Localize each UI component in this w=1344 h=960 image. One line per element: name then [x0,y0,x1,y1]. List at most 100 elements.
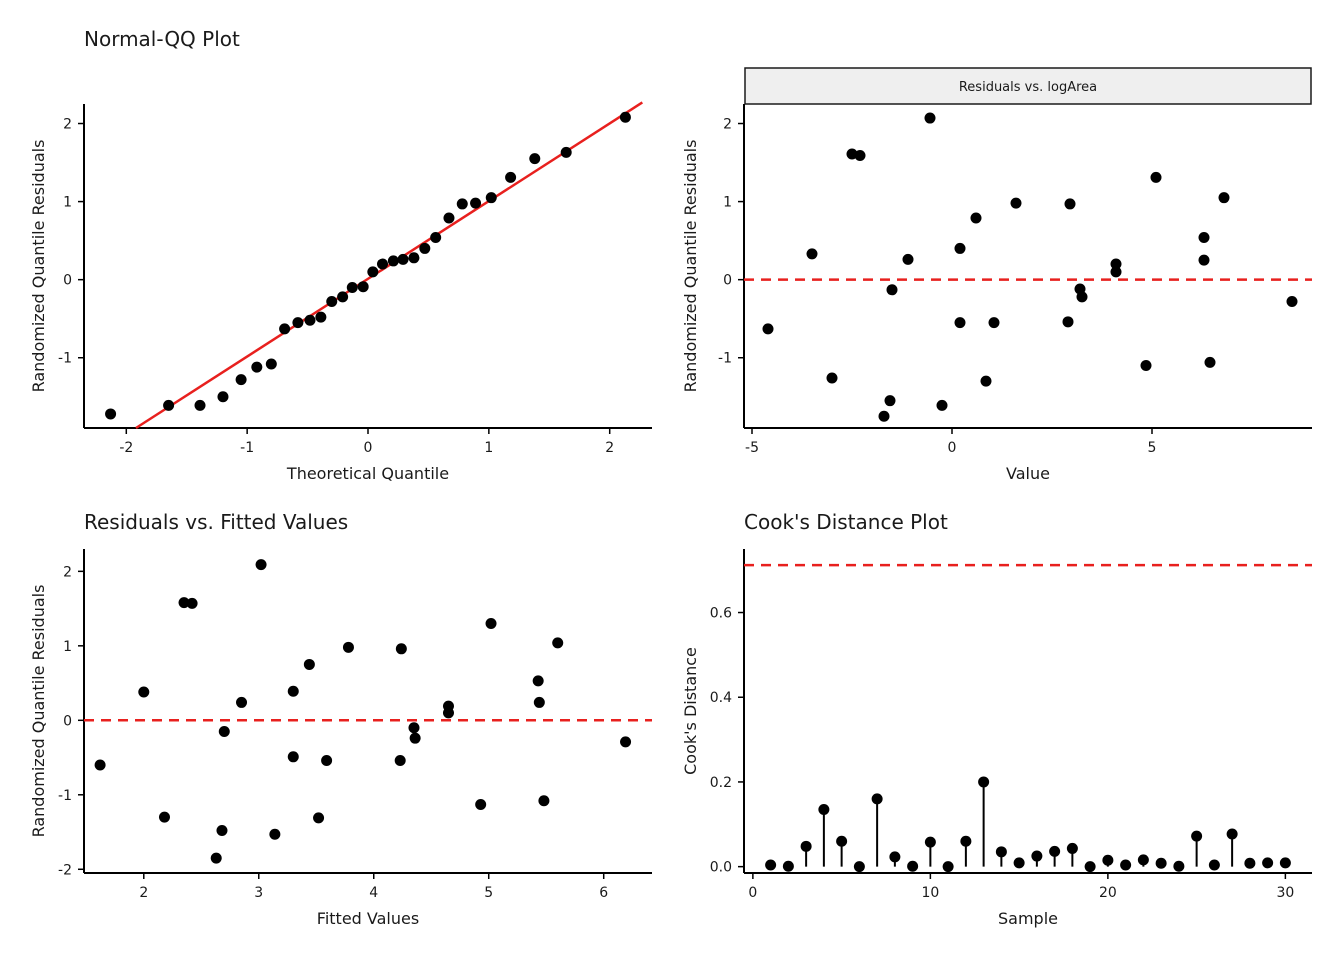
logarea-point [1062,316,1074,328]
cooks-x-tick-label: 10 [921,885,939,901]
logarea-point [954,317,966,329]
fitted-y-tick-label: -2 [58,862,72,878]
qq-x-axis-title: Theoretical Quantile [286,464,449,483]
cooks-point [765,859,777,871]
qq-point [265,358,277,370]
qq-point [387,255,399,267]
cooks-point [1013,857,1025,869]
cooks-point [1173,860,1185,872]
qq-point [408,252,420,264]
qq-x-tick-label: 1 [484,440,493,456]
qq-point [337,291,349,303]
cooks-point [889,851,901,863]
fitted-point [287,685,299,697]
fitted-point [94,759,106,771]
cooks-distance-panel: Cook's Distance Plot Sample Cook's Dista… [681,510,1312,928]
logarea-point [1204,356,1216,368]
fitted-x-tick-label: 3 [254,885,263,901]
cooks-point [871,793,883,805]
qq-plot-panel: Normal-QQ Plot Theoretical Quantile Rand… [29,27,652,483]
fitted-point [475,798,487,810]
qq-point [304,314,316,326]
cooks-point [1084,861,1096,873]
logarea-y-tick-label: 2 [723,117,732,133]
logarea-point [1076,291,1088,303]
cooks-point [1066,842,1078,854]
logarea-y-tick-label: 1 [723,195,732,211]
qq-point [485,192,497,204]
fitted-point [158,811,170,823]
fitted-point [138,686,150,698]
qq-point [235,374,247,386]
qq-point [315,311,327,323]
qq-point [397,253,409,265]
cooks-point [907,860,919,872]
qq-point [217,391,229,403]
residuals-fitted-panel: Residuals vs. Fitted Values Fitted Value… [29,510,652,928]
cooks-y-tick-label: 0.2 [710,775,732,791]
cooks-point [978,776,990,788]
logarea-x-axis-title: Value [1006,464,1050,483]
qq-x-tick-label: 0 [364,440,373,456]
fitted-point [620,736,632,748]
fitted-x-tick-label: 6 [599,885,608,901]
fitted-point [538,795,550,807]
qq-point [443,212,455,224]
fitted-y-tick-label: 1 [63,639,72,655]
facet-strip-label: Residuals vs. logArea [959,80,1097,95]
qq-point [529,153,541,165]
cooks-plot-title: Cook's Distance Plot [744,510,948,534]
qq-point [326,296,338,308]
qq-point [470,197,482,209]
qq-y-tick-label: -1 [58,351,72,367]
cooks-point [1279,857,1291,869]
logarea-point [1150,171,1162,183]
cooks-point [1137,854,1149,866]
logarea-point [884,395,896,407]
fitted-point [216,825,228,837]
cooks-y-axis-title: Cook's Distance [681,647,700,775]
qq-point [430,232,442,244]
cooks-point [782,860,794,872]
logarea-point [1064,198,1076,210]
fitted-x-tick-label: 2 [139,885,148,901]
qq-y-tick-label: 2 [63,117,72,133]
logarea-point [1110,266,1122,278]
qq-x-tick-label: -2 [119,440,133,456]
logarea-point [886,284,898,296]
fitted-point [210,852,222,864]
qq-point [560,146,572,158]
logarea-point [902,253,914,265]
cooks-point [1049,845,1061,857]
fitted-point [442,700,454,712]
logarea-point [1198,232,1210,244]
logarea-point [1110,258,1122,270]
logarea-point [806,248,818,260]
fitted-plot-title: Residuals vs. Fitted Values [84,510,348,534]
cooks-x-tick-label: 20 [1099,885,1117,901]
qq-point [419,242,431,254]
cooks-point [960,835,972,847]
fitted-point [269,828,281,840]
fitted-point [236,696,248,708]
logarea-point [1218,192,1230,204]
qq-point [105,408,117,420]
fitted-x-axis-title: Fitted Values [317,909,419,928]
fitted-point [218,725,230,737]
logarea-point [970,212,982,224]
cooks-point [1120,859,1132,871]
cooks-point [1102,854,1114,866]
residuals-logarea-panel: Residuals vs. logArea Value Randomized Q… [681,67,1312,483]
fitted-point [485,617,497,629]
qq-reference-line [135,101,644,430]
cooks-point [942,861,954,873]
cooks-point [818,803,830,815]
qq-y-tick-label: 0 [63,273,72,289]
qq-point [357,281,369,293]
qq-x-tick-label: 2 [605,440,614,456]
fitted-point [186,597,198,609]
cooks-point [1155,857,1167,869]
logarea-point [936,399,948,411]
cooks-point [1226,828,1238,840]
fitted-y-tick-label: 2 [63,564,72,580]
